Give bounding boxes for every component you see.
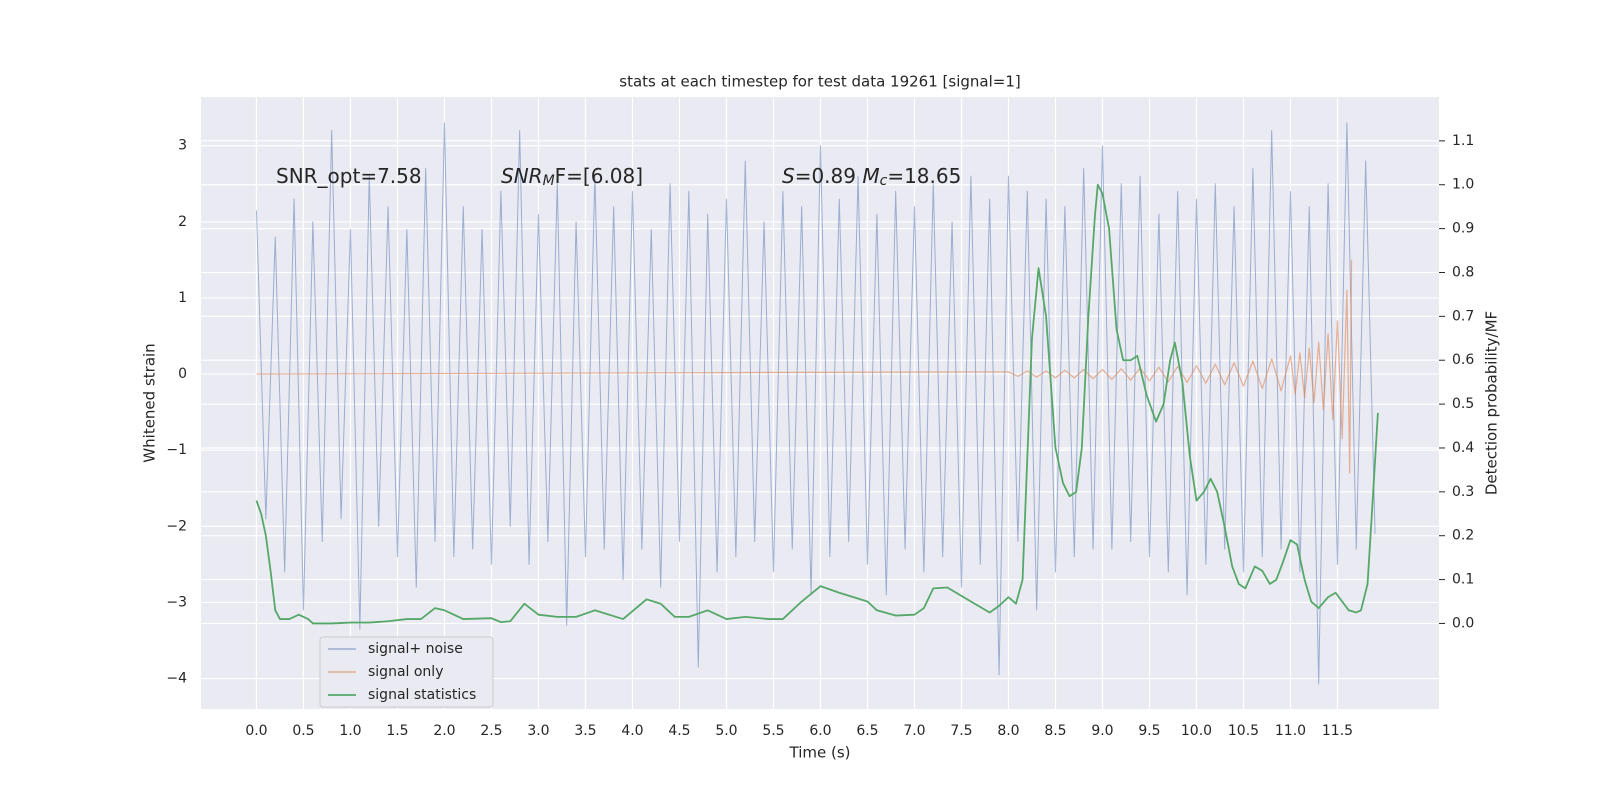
x-tick-label: 11.0 — [1275, 723, 1306, 739]
x-tick-label: 3.5 — [574, 723, 596, 739]
y2-tick-label: 1.1 — [1452, 133, 1474, 149]
y2-tick-label: 0.2 — [1452, 528, 1474, 544]
annotation: S=0.89 Mc=18.65 — [782, 164, 961, 190]
annotation-part: c — [880, 173, 888, 189]
x-tick-label: 1.0 — [339, 723, 361, 739]
legend-label: signal only — [368, 664, 443, 680]
x-tick-label: 2.0 — [433, 723, 455, 739]
x-tick-label: 6.0 — [809, 723, 831, 739]
x-axis-label: Time (s) — [789, 744, 851, 762]
y-tick-label: −1 — [166, 442, 187, 458]
y-axis-label: Whitened strain — [141, 343, 159, 462]
y2-tick-label: 0.8 — [1452, 264, 1474, 280]
y-tick-label: 3 — [178, 138, 187, 154]
annotation-part: SNR_opt=7.58 — [276, 164, 422, 188]
annotation-part: =18.65 — [887, 164, 961, 188]
y2-axis-label: Detection probability/MF — [1483, 311, 1501, 495]
x-tick-label: 7.5 — [950, 723, 972, 739]
y-tick-label: −2 — [166, 518, 187, 534]
x-tick-label: 9.5 — [1138, 723, 1160, 739]
x-tick-label: 8.0 — [997, 723, 1019, 739]
legend-box — [319, 636, 494, 708]
y-tick-label: 1 — [178, 290, 187, 306]
x-tick-label: 3.0 — [527, 723, 549, 739]
x-tick-label: 5.5 — [762, 723, 784, 739]
y2-tick-label: 0.7 — [1452, 308, 1474, 324]
y2-tick-label: 0.5 — [1452, 396, 1474, 412]
legend-label: signal+ noise — [368, 641, 463, 657]
x-tick-label: 4.5 — [668, 723, 690, 739]
y-tick-label: −3 — [166, 594, 187, 610]
x-tick-label: 9.0 — [1091, 723, 1113, 739]
x-tick-label: 10.5 — [1228, 723, 1259, 739]
x-tick-label: 1.5 — [386, 723, 408, 739]
y2-tick-label: 0.1 — [1452, 572, 1474, 588]
y-tick-label: 2 — [178, 214, 187, 230]
x-tick-label: 8.5 — [1044, 723, 1066, 739]
x-tick-label: 4.0 — [621, 723, 643, 739]
x-tick-label: 0.5 — [292, 723, 314, 739]
x-tick-label: 11.5 — [1322, 723, 1353, 739]
x-tick-label: 7.0 — [903, 723, 925, 739]
y2-tick-label: 0.4 — [1452, 440, 1474, 456]
annotation-part: M — [862, 164, 879, 188]
annotation: SNR_opt=7.58 — [276, 164, 422, 188]
annotation-part: M — [543, 173, 555, 189]
annotation-part: =0.89 — [795, 164, 863, 188]
annotation-part: F=[6.08] — [555, 164, 643, 188]
legend-label: signal statistics — [368, 687, 476, 703]
x-tick-label: 10.0 — [1181, 723, 1212, 739]
x-tick-label: 6.5 — [856, 723, 878, 739]
annotation-part: SNR — [501, 164, 543, 188]
y-tick-label: 0 — [178, 366, 187, 382]
chart-title: stats at each timestep for test data 192… — [619, 73, 1020, 91]
annotation-part: S — [782, 164, 795, 188]
x-tick-label: 0.0 — [245, 723, 267, 739]
y2-tick-label: 0.6 — [1452, 352, 1474, 368]
series-line — [255, 183, 1379, 625]
y2-tick-label: 0.0 — [1452, 615, 1474, 631]
y2-tick-label: 0.9 — [1452, 221, 1474, 237]
series-line — [256, 259, 1353, 474]
x-tick-label: 2.5 — [480, 723, 502, 739]
annotation: SNRMF=[6.08] — [501, 164, 643, 190]
y-tick-label: −4 — [166, 671, 187, 687]
y2-tick-label: 0.3 — [1452, 484, 1474, 500]
series-line — [255, 122, 1376, 685]
legend: signal+ noise signal only signal statistic… — [319, 636, 494, 708]
x-tick-label: 5.0 — [715, 723, 737, 739]
y2-tick-label: 1.0 — [1452, 177, 1474, 193]
